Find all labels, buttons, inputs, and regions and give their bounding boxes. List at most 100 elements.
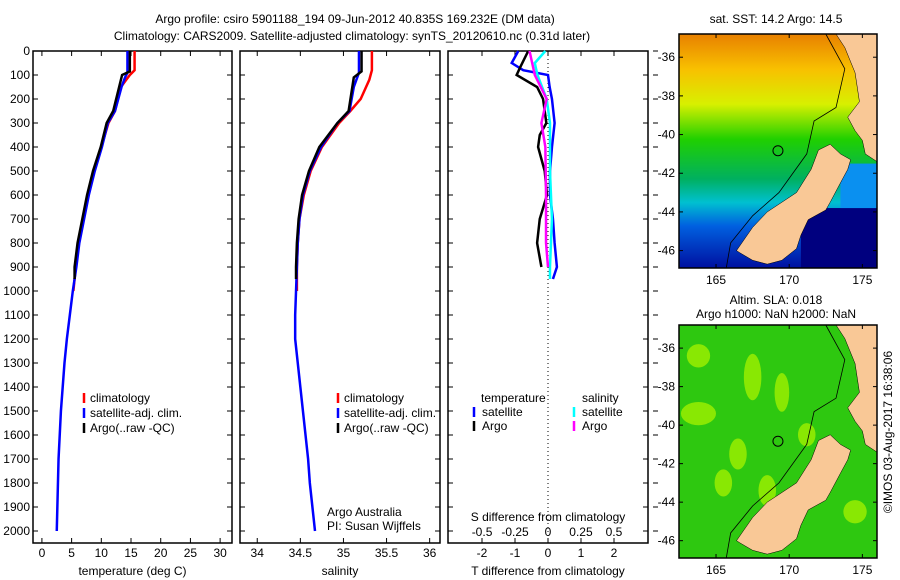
cold-water-region	[800, 208, 877, 268]
y-tick-label: 300	[10, 116, 30, 130]
title-line-2: Climatology: CARS2009. Satellite-adjuste…	[114, 29, 590, 43]
lon-tick-label: 170	[779, 563, 799, 577]
series-line-t-satellite	[510, 50, 559, 280]
x-tick-label: 10	[95, 546, 109, 560]
x-tick-label: 5	[68, 546, 75, 560]
lat-tick-label: -42	[658, 457, 676, 471]
x-axis-label: salinity	[322, 564, 359, 578]
map-frame	[678, 33, 878, 269]
y-tick-label: 1000	[3, 284, 30, 298]
s-tick-label: -0.5	[472, 525, 493, 539]
series-line-satellite-adj	[55, 51, 129, 532]
series-line-t-argo	[515, 50, 549, 268]
x-tick-label: 1	[578, 546, 585, 560]
sla-anomaly	[714, 469, 733, 497]
y-tick-label: 1800	[3, 476, 30, 490]
argo-position-marker	[772, 145, 784, 157]
credit-annotation: Argo Australia	[327, 505, 402, 519]
lon-tick-label: 170	[779, 273, 799, 287]
lon-tick-label: 165	[706, 273, 726, 287]
lon-tick-label: 175	[852, 563, 872, 577]
y-tick-label: 2000	[3, 524, 30, 538]
lat-tick-label: -36	[658, 341, 676, 355]
sla-anomaly	[680, 401, 716, 426]
map-title: sat. SST: 14.2 Argo: 14.5	[710, 12, 843, 26]
y-tick-label: 600	[10, 188, 30, 202]
series-line-s-satellite	[533, 50, 554, 279]
x-tick-label: 25	[184, 546, 198, 560]
y-tick-label: 0	[23, 44, 30, 58]
lon-tick-label: 175	[852, 273, 872, 287]
panel-temperature: 0100200300400500600700800900100011001200…	[3, 44, 233, 578]
sla-anomaly	[729, 438, 747, 470]
series-line-argo	[73, 51, 132, 279]
lat-tick-label: -42	[658, 166, 676, 180]
legend-label: Argo	[482, 419, 508, 433]
s-axis-label: S difference from climatology	[471, 510, 626, 524]
legend-label: satellite-adj. clim.	[90, 406, 182, 420]
y-tick-label: 1600	[3, 428, 30, 442]
x-tick-label: 35	[337, 546, 351, 560]
legend-label: satellite	[482, 405, 523, 419]
y-tick-label: 1200	[3, 332, 30, 346]
x-tick-label: 0	[39, 546, 46, 560]
lat-tick-label: -36	[658, 50, 676, 64]
legend-label: Argo	[582, 419, 608, 433]
plot-frame	[447, 50, 649, 544]
y-tick-label: 1700	[3, 452, 30, 466]
sla-anomaly	[758, 475, 777, 507]
x-tick-label: 2	[611, 546, 618, 560]
y-tick-label: 100	[10, 68, 30, 82]
x-tick-label: 34.5	[289, 546, 313, 560]
title-line-1: Argo profile: csiro 5901188_194 09-Jun-2…	[155, 12, 554, 26]
lat-tick-label: -44	[658, 205, 676, 219]
lat-tick-label: -40	[658, 418, 676, 432]
y-tick-label: 1500	[3, 404, 30, 418]
sla-anomaly	[797, 423, 816, 447]
x-tick-label: -2	[477, 546, 488, 560]
x-tick-label: 35.5	[375, 546, 399, 560]
legend-label: satellite	[582, 405, 623, 419]
lat-tick-label: -38	[658, 89, 676, 103]
s-tick-label: 0.25	[569, 525, 593, 539]
sla-anomaly	[743, 353, 762, 401]
south-island-land	[736, 143, 851, 265]
legend-label: satellite-adj. clim.	[344, 406, 436, 420]
y-tick-label: 1900	[3, 500, 30, 514]
y-tick-label: 500	[10, 164, 30, 178]
map-frame	[678, 324, 878, 559]
credit-annotation: PI: Susan Wijffels	[327, 519, 421, 533]
x-tick-label: 15	[124, 546, 138, 560]
series-line-argo	[294, 51, 363, 279]
plot-frame	[239, 50, 441, 544]
lat-tick-label: -38	[658, 380, 676, 394]
map-sla: 165 170 175 -36 -38 -40 -42 -44 -46 Altim. SLA: 0…	[658, 293, 878, 577]
x-tick-label: 30	[213, 546, 227, 560]
legend-salinity-heading: salinity	[582, 391, 619, 405]
lat-tick-label: -40	[658, 128, 676, 142]
sla-anomaly	[774, 372, 790, 412]
y-tick-label: 1300	[3, 356, 30, 370]
y-tick-label: 1400	[3, 380, 30, 394]
y-tick-label: 700	[10, 212, 30, 226]
argo-position-marker	[772, 435, 784, 447]
legend-label: Argo(..raw -QC)	[90, 421, 175, 435]
panel-difference: -2 -1 0 1 2 T difference from climatology -0.5…	[447, 50, 658, 578]
plot-frame	[32, 50, 233, 544]
s-tick-label: 0	[545, 525, 552, 539]
lat-tick-label: -46	[658, 244, 676, 258]
y-tick-label: 1100	[4, 308, 30, 322]
legend-temperature-heading: temperature	[481, 391, 546, 405]
lat-tick-label: -46	[658, 534, 676, 548]
x-axis-label: T difference from climatology	[471, 564, 625, 578]
imos-credit: ©IMOS 03-Aug-2017 16:38:06	[881, 351, 895, 514]
legend-label: Argo(..raw -QC)	[344, 421, 429, 435]
sla-anomaly	[843, 500, 867, 524]
sla-anomaly	[686, 344, 711, 368]
series-line-s-argo	[528, 50, 550, 268]
s-tick-label: 0.5	[606, 525, 623, 539]
y-tick-label: 400	[10, 140, 30, 154]
x-tick-label: 0	[545, 546, 552, 560]
map-subtitle: Argo h1000: NaN h2000: NaN	[696, 307, 856, 321]
